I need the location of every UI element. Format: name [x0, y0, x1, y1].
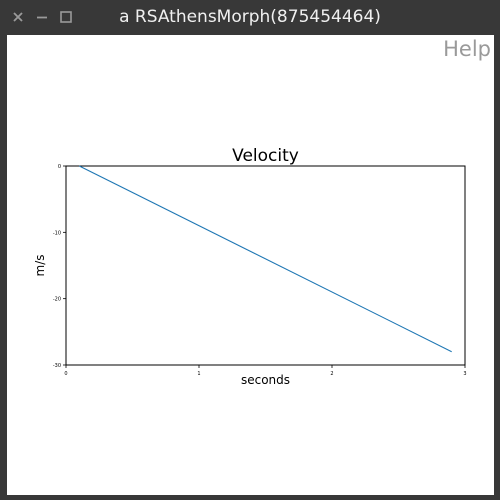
maximize-icon[interactable] — [58, 9, 74, 25]
close-icon[interactable] — [10, 9, 26, 25]
plot-frame — [65, 165, 466, 366]
x-axis-label: seconds — [241, 373, 290, 387]
x-tick-label: 0 — [64, 371, 67, 377]
y-axis-label: m/s — [33, 255, 47, 277]
y-tick-label: 0 — [58, 164, 61, 170]
series-line — [79, 165, 452, 353]
help-link[interactable]: Help — [443, 37, 491, 61]
y-tick-label: -30 — [53, 363, 61, 369]
x-tick-label: 2 — [330, 371, 333, 377]
window-title: a RSAthensMorph(875454464) — [119, 7, 381, 27]
chart-title: Velocity — [232, 146, 299, 166]
x-tick-label: 1 — [197, 371, 200, 377]
y-tick-label: -20 — [53, 297, 61, 303]
title-bar[interactable]: a RSAthensMorph(875454464) — [0, 0, 500, 35]
minimize-icon[interactable] — [34, 9, 50, 25]
main-panel: Help 0 1 2 3 0 -10 -20 -30 Velocity seconds m/s — [7, 35, 494, 495]
y-tick-label: -10 — [53, 230, 61, 236]
x-tick-label: 3 — [463, 371, 466, 377]
velocity-chart: 0 1 2 3 0 -10 -20 -30 Velocity seconds m/s — [33, 146, 467, 387]
